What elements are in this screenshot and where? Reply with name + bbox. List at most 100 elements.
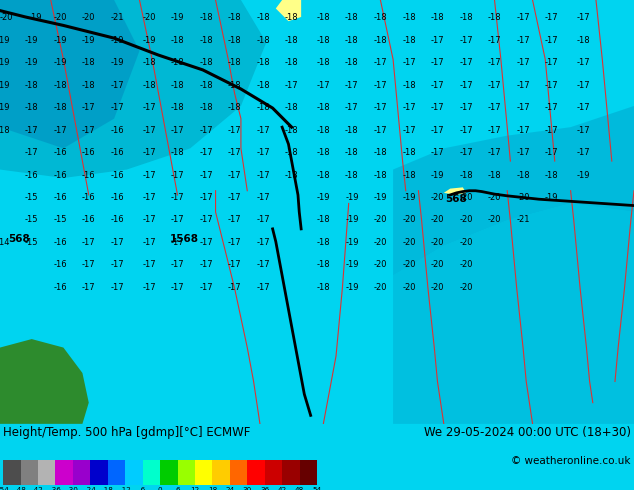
Text: -20: -20 (53, 13, 67, 23)
Text: -17: -17 (516, 103, 530, 112)
Text: -18: -18 (53, 103, 67, 112)
Text: -17: -17 (430, 125, 444, 135)
Text: -18: -18 (576, 36, 590, 45)
Bar (20, 460, 38, 485)
Text: 42: 42 (278, 488, 287, 490)
Text: -17: -17 (228, 283, 242, 292)
Text: -17: -17 (142, 283, 156, 292)
Bar (299, 460, 317, 485)
Text: -18: -18 (285, 58, 299, 67)
Text: -42: -42 (32, 488, 44, 490)
Bar (126, 460, 143, 485)
Text: -16: -16 (53, 148, 67, 157)
Polygon shape (0, 0, 139, 148)
Text: -18: -18 (345, 171, 359, 179)
Text: -17: -17 (459, 103, 473, 112)
Text: -18: -18 (256, 36, 270, 45)
Text: -18: -18 (199, 36, 213, 45)
Text: -17: -17 (459, 125, 473, 135)
Text: -17: -17 (516, 36, 530, 45)
Text: -20: -20 (402, 260, 416, 270)
Text: -6: -6 (139, 488, 146, 490)
Text: -18: -18 (82, 81, 96, 90)
Text: -17: -17 (576, 148, 590, 157)
Text: -19: -19 (345, 193, 359, 202)
Text: -17: -17 (199, 193, 213, 202)
Text: -18: -18 (256, 58, 270, 67)
Text: -18: -18 (199, 58, 213, 67)
Text: -20: -20 (373, 238, 387, 247)
Text: -17: -17 (545, 103, 559, 112)
Text: -54: -54 (0, 488, 9, 490)
Text: 30: 30 (243, 488, 252, 490)
Text: -18: -18 (142, 81, 156, 90)
Bar (160, 460, 178, 485)
Text: -21: -21 (516, 216, 530, 224)
Text: -17: -17 (576, 103, 590, 112)
Text: -18: -18 (285, 171, 299, 179)
Text: -20: -20 (430, 216, 444, 224)
Text: -19: -19 (110, 58, 124, 67)
Text: -20: -20 (142, 13, 156, 23)
Text: -17: -17 (545, 36, 559, 45)
Text: -17: -17 (373, 125, 387, 135)
Bar (212, 460, 230, 485)
Text: 12: 12 (190, 488, 200, 490)
Text: -17: -17 (545, 58, 559, 67)
Text: -17: -17 (430, 36, 444, 45)
Text: -17: -17 (142, 171, 156, 179)
Text: -19: -19 (0, 58, 10, 67)
Text: -17: -17 (345, 103, 359, 112)
Bar (282, 460, 299, 485)
Text: -17: -17 (459, 148, 473, 157)
Bar (143, 460, 160, 485)
Text: -18: -18 (316, 148, 330, 157)
Text: -17: -17 (430, 58, 444, 67)
Text: -17: -17 (142, 125, 156, 135)
Text: -15: -15 (25, 238, 39, 247)
Text: -20: -20 (430, 238, 444, 247)
Text: -15: -15 (25, 193, 39, 202)
Text: -17: -17 (488, 125, 501, 135)
Text: -18: -18 (373, 148, 387, 157)
Text: -18: -18 (345, 125, 359, 135)
Text: 24: 24 (225, 488, 235, 490)
Text: -17: -17 (516, 148, 530, 157)
Text: -20: -20 (459, 193, 473, 202)
Text: -20: -20 (459, 238, 473, 247)
Text: -17: -17 (199, 260, 213, 270)
Text: -20: -20 (430, 260, 444, 270)
Text: -16: -16 (53, 283, 67, 292)
Text: -17: -17 (110, 103, 124, 112)
Text: -19: -19 (0, 36, 10, 45)
Text: -17: -17 (82, 238, 96, 247)
Text: -18: -18 (345, 148, 359, 157)
Text: -17: -17 (228, 171, 242, 179)
Text: -15: -15 (53, 216, 67, 224)
Text: -17: -17 (171, 125, 184, 135)
Polygon shape (0, 339, 89, 424)
Text: -18: -18 (256, 103, 270, 112)
Text: -16: -16 (53, 238, 67, 247)
Text: -16: -16 (110, 148, 124, 157)
Text: -18: -18 (545, 171, 559, 179)
Text: -18: -18 (199, 81, 213, 90)
Text: -18: -18 (488, 171, 501, 179)
Text: -19: -19 (345, 216, 359, 224)
Text: -17: -17 (430, 81, 444, 90)
Text: -18: -18 (316, 103, 330, 112)
Text: -18: -18 (285, 36, 299, 45)
Text: -18: -18 (316, 13, 330, 23)
Text: 568: 568 (446, 194, 467, 204)
Text: -16: -16 (110, 216, 124, 224)
Text: -17: -17 (402, 125, 416, 135)
Text: -18: -18 (373, 13, 387, 23)
Text: -18: -18 (459, 171, 473, 179)
Text: -18: -18 (171, 36, 184, 45)
Text: -15: -15 (25, 216, 39, 224)
Text: -20: -20 (459, 260, 473, 270)
Text: -17: -17 (25, 148, 39, 157)
Text: We 29-05-2024 00:00 UTC (18+30): We 29-05-2024 00:00 UTC (18+30) (424, 426, 631, 439)
Text: -18: -18 (82, 58, 96, 67)
Polygon shape (444, 187, 466, 195)
